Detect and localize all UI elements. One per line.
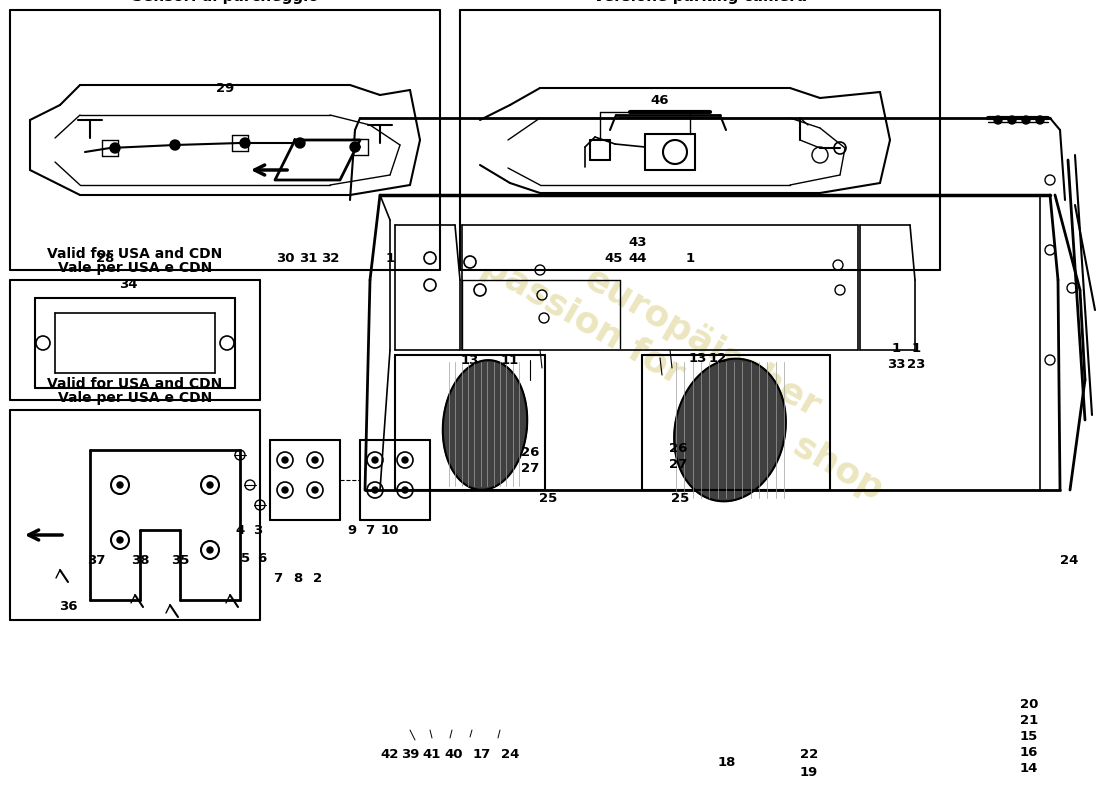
Text: 11: 11 [500,354,519,366]
Text: 9: 9 [348,523,356,537]
Text: 44: 44 [629,251,647,265]
Text: 17: 17 [473,749,491,762]
Text: 24: 24 [1060,554,1078,566]
Circle shape [994,116,1002,124]
Text: Sensori di parcheggio: Sensori di parcheggio [132,0,318,3]
Circle shape [117,482,123,488]
Text: 24: 24 [500,749,519,762]
Circle shape [372,457,378,463]
Text: 37: 37 [87,554,106,566]
Text: 40: 40 [444,749,463,762]
Text: 35: 35 [170,554,189,566]
Text: Vale per USA e CDN: Vale per USA e CDN [58,261,212,275]
Text: 27: 27 [669,458,688,471]
Text: 22: 22 [800,749,818,762]
Text: 23: 23 [906,358,925,371]
Circle shape [312,487,318,493]
FancyBboxPatch shape [10,10,440,270]
Circle shape [240,138,250,148]
Text: europäischer
passion for parts shop: europäischer passion for parts shop [476,214,910,506]
Text: 2: 2 [314,571,322,585]
Text: 1: 1 [912,342,921,354]
Text: 36: 36 [58,601,77,614]
Text: Versione parking camera: Versione parking camera [593,0,807,3]
Text: 46: 46 [651,94,669,106]
Circle shape [312,457,318,463]
Circle shape [207,547,213,553]
Circle shape [110,143,120,153]
Text: 1: 1 [685,251,694,265]
Text: 7: 7 [274,571,283,585]
Text: 45: 45 [605,251,624,265]
Circle shape [117,537,123,543]
Polygon shape [443,360,527,490]
Text: 10: 10 [381,523,399,537]
Circle shape [282,457,288,463]
Text: 8: 8 [294,571,302,585]
Text: 26: 26 [520,446,539,458]
Text: 14: 14 [1020,762,1038,774]
Text: 4: 4 [235,523,244,537]
Text: Vale per USA e CDN: Vale per USA e CDN [58,391,212,405]
Circle shape [295,138,305,148]
FancyBboxPatch shape [10,280,260,400]
Circle shape [402,457,408,463]
Circle shape [372,487,378,493]
Circle shape [282,487,288,493]
Text: 3: 3 [253,523,263,537]
Text: 38: 38 [131,554,150,566]
Text: 7: 7 [365,523,375,537]
Text: 18: 18 [718,755,736,769]
Text: 5: 5 [241,551,251,565]
Text: 41: 41 [422,749,441,762]
Text: 43: 43 [629,235,647,249]
Polygon shape [275,140,360,180]
Text: 28: 28 [96,251,114,265]
Text: Valid for USA and CDN: Valid for USA and CDN [47,377,222,391]
Text: 15: 15 [1020,730,1038,742]
Text: 19: 19 [800,766,818,778]
Text: 6: 6 [257,551,266,565]
Text: Valid for USA and CDN: Valid for USA and CDN [47,247,222,261]
Circle shape [1036,116,1044,124]
Circle shape [350,142,360,152]
Text: 16: 16 [1020,746,1038,758]
Circle shape [170,140,180,150]
Text: 29: 29 [216,82,234,94]
Circle shape [207,482,213,488]
Text: 33: 33 [887,358,905,371]
Text: 27: 27 [521,462,539,474]
Text: 31: 31 [299,251,317,265]
Text: 1: 1 [891,342,901,354]
Text: 32: 32 [321,251,339,265]
Circle shape [1008,116,1016,124]
Circle shape [402,487,408,493]
Polygon shape [674,358,785,502]
Text: 21: 21 [1020,714,1038,726]
Text: 1: 1 [385,251,395,265]
Text: 26: 26 [669,442,688,455]
Text: 25: 25 [539,491,557,505]
Text: 13: 13 [461,354,480,366]
Text: 25: 25 [671,491,689,505]
Text: 34: 34 [119,278,138,290]
FancyBboxPatch shape [10,410,260,620]
Text: 42: 42 [381,749,399,762]
FancyBboxPatch shape [460,10,940,270]
Text: 20: 20 [1020,698,1038,710]
Text: 12: 12 [708,351,727,365]
Text: 30: 30 [276,251,295,265]
Text: 13: 13 [689,351,707,365]
Circle shape [1022,116,1030,124]
Text: 39: 39 [400,749,419,762]
